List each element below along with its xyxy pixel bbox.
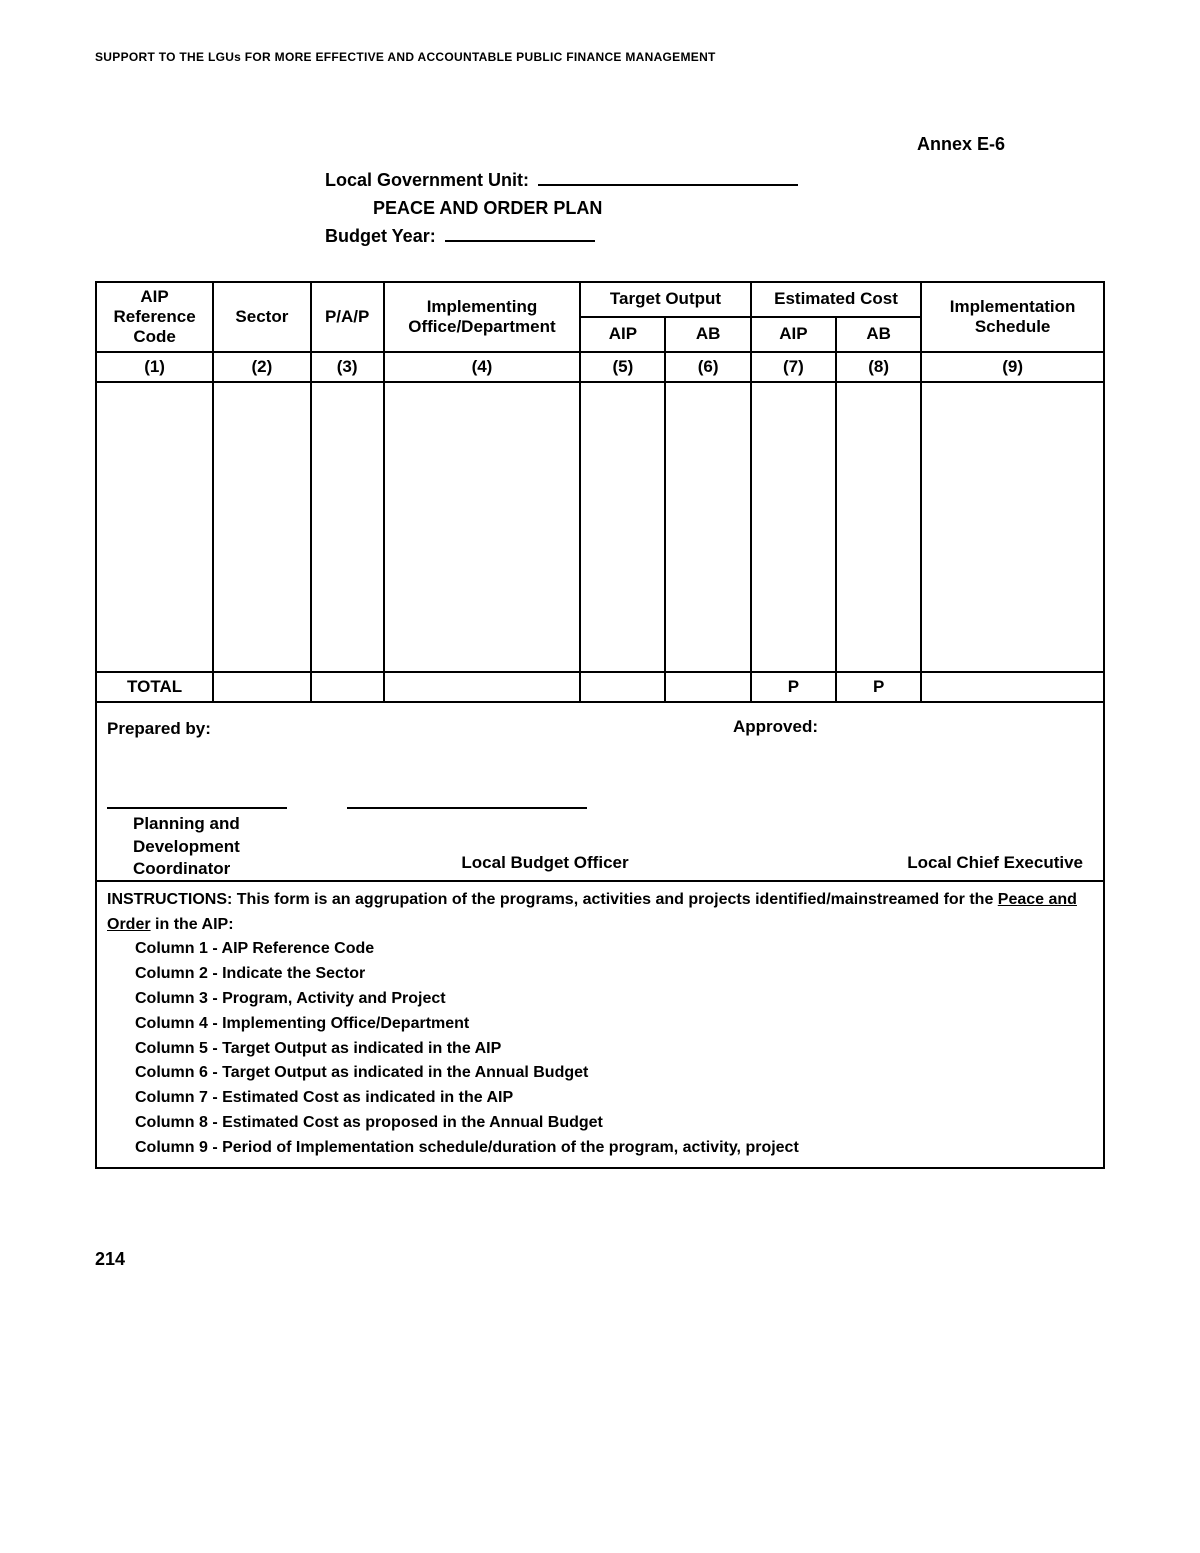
page-number: 214 xyxy=(95,1249,1105,1270)
cell xyxy=(384,672,581,702)
cell xyxy=(580,382,665,672)
th-num-4: (4) xyxy=(384,352,581,382)
instr-item: Column 8 - Estimated Cost as proposed in… xyxy=(135,1111,1093,1136)
plan-table: AIP Reference Code Sector P/A/P Implemen… xyxy=(95,281,1105,703)
budget-year-label: Budget Year: xyxy=(325,226,436,246)
th-aip-ref: AIP Reference Code xyxy=(96,282,213,352)
empty-data-row xyxy=(96,382,1104,672)
signature-block: Prepared by: Approved: Planning and Deve… xyxy=(95,703,1105,882)
prepared-by-label: Prepared by: xyxy=(107,717,307,741)
cell xyxy=(665,672,750,702)
cell xyxy=(836,382,921,672)
cell xyxy=(580,672,665,702)
th-num-2: (2) xyxy=(213,352,310,382)
cell xyxy=(665,382,750,672)
cell xyxy=(751,382,836,672)
instr-item: Column 5 - Target Output as indicated in… xyxy=(135,1037,1093,1062)
th-impl-office: Implementing Office/Department xyxy=(384,282,581,352)
lgu-label: Local Government Unit: xyxy=(325,170,529,190)
instr-item: Column 3 - Program, Activity and Project xyxy=(135,987,1093,1012)
form-header: Local Government Unit: PEACE AND ORDER P… xyxy=(325,167,1105,251)
th-num-6: (6) xyxy=(665,352,750,382)
th-cost-aip: AIP xyxy=(751,317,836,352)
instr-item: Column 2 - Indicate the Sector xyxy=(135,962,1093,987)
annex-label: Annex E-6 xyxy=(95,134,1105,155)
signature-line-2 xyxy=(347,795,587,809)
th-target-ab: AB xyxy=(665,317,750,352)
th-num-1: (1) xyxy=(96,352,213,382)
total-row: TOTAL P P xyxy=(96,672,1104,702)
instr-lead-b: in the AIP: xyxy=(151,916,234,933)
sig-title-chief-exec: Local Chief Executive xyxy=(773,813,1093,879)
cell xyxy=(311,672,384,702)
page: SUPPORT TO THE LGUs FOR MORE EFFECTIVE A… xyxy=(0,0,1200,1330)
total-c7: P xyxy=(751,672,836,702)
running-header: SUPPORT TO THE LGUs FOR MORE EFFECTIVE A… xyxy=(95,50,1105,64)
th-impl-sched: Implementation Schedule xyxy=(921,282,1104,352)
total-label: TOTAL xyxy=(96,672,213,702)
instr-item: Column 4 - Implementing Office/Departmen… xyxy=(135,1012,1093,1037)
th-pap: P/A/P xyxy=(311,282,384,352)
th-target-output: Target Output xyxy=(580,282,751,317)
th-num-9: (9) xyxy=(921,352,1104,382)
lgu-blank-line xyxy=(538,170,798,186)
th-target-aip: AIP xyxy=(580,317,665,352)
th-num-3: (3) xyxy=(311,352,384,382)
sig-title-planning: Planning and Development Coordinator xyxy=(107,813,317,879)
instr-item: Column 6 - Target Output as indicated in… xyxy=(135,1061,1093,1086)
instructions-lead: INSTRUCTIONS: This form is an aggrupatio… xyxy=(107,888,1093,938)
cell xyxy=(921,672,1104,702)
cell xyxy=(213,382,310,672)
total-c8: P xyxy=(836,672,921,702)
th-num-5: (5) xyxy=(580,352,665,382)
cell xyxy=(384,382,581,672)
instructions-block: INSTRUCTIONS: This form is an aggrupatio… xyxy=(95,882,1105,1169)
cell xyxy=(921,382,1104,672)
signature-line-1 xyxy=(107,795,287,809)
instr-item: Column 9 - Period of Implementation sche… xyxy=(135,1136,1093,1161)
sig-title-budget-officer: Local Budget Officer xyxy=(395,813,695,879)
th-num-8: (8) xyxy=(836,352,921,382)
th-cost-ab: AB xyxy=(836,317,921,352)
th-est-cost: Estimated Cost xyxy=(751,282,922,317)
cell xyxy=(96,382,213,672)
instr-item: Column 7 - Estimated Cost as indicated i… xyxy=(135,1086,1093,1111)
th-sector: Sector xyxy=(213,282,310,352)
cell xyxy=(311,382,384,672)
instr-lead-a: INSTRUCTIONS: This form is an aggrupatio… xyxy=(107,891,998,908)
plan-title: PEACE AND ORDER PLAN xyxy=(373,195,1105,223)
approved-label: Approved: xyxy=(713,717,1093,741)
cell xyxy=(213,672,310,702)
year-blank-line xyxy=(445,226,595,242)
th-num-7: (7) xyxy=(751,352,836,382)
instr-item: Column 1 - AIP Reference Code xyxy=(135,937,1093,962)
